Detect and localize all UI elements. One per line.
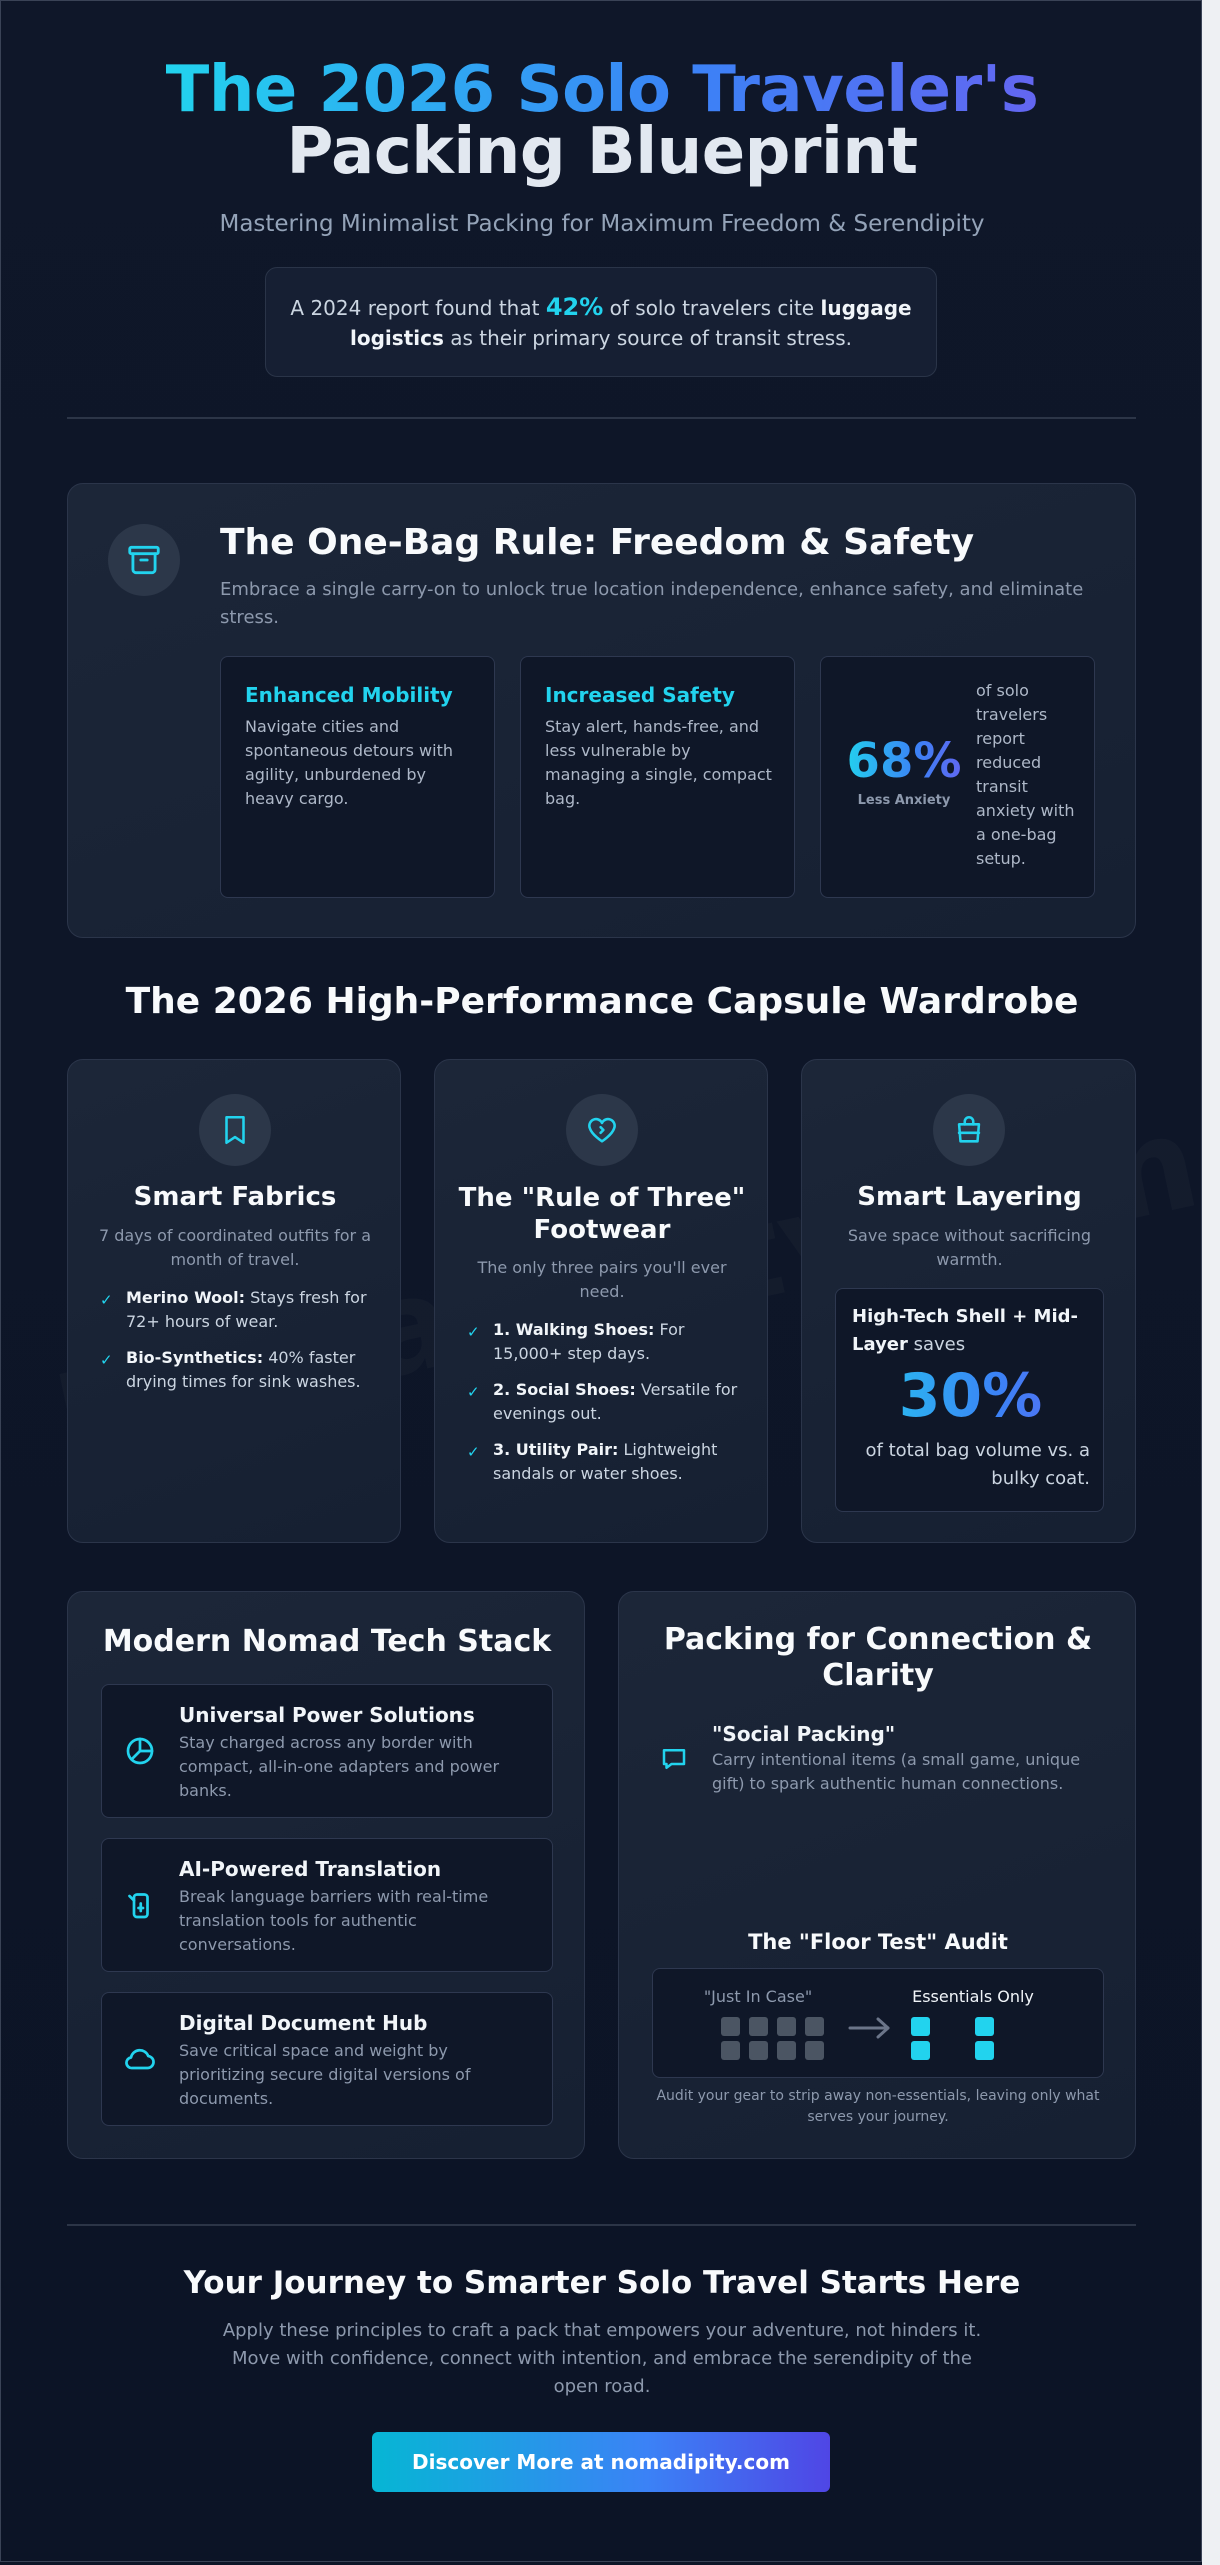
smart-layering-subtitle: Save space without sacrificing warmth. <box>847 1226 1092 1269</box>
floor-test-caption: Audit your gear to strip away non-essent… <box>656 2088 1100 2125</box>
intro-stat-middle: of solo travelers cite <box>609 296 815 320</box>
smart-layering-title: Smart Layering <box>857 1182 1082 1212</box>
social-packing-text: Carry intentional items (a small game, u… <box>712 1750 1081 1793</box>
floor-test-title: The "Floor Test" Audit <box>748 1930 1008 1954</box>
gear-item-square <box>777 2017 796 2036</box>
footwear-list: ✓ 1. Walking Shoes: For 15,000+ step days… <box>467 1318 747 1498</box>
chat-bubble-icon <box>659 1744 689 1774</box>
floor-test-diagram: "Just In Case" Essentials Only <box>652 1968 1104 2078</box>
smart-fabrics-card: Smart Fabrics 7 days of coordinated outf… <box>67 1059 401 1543</box>
gear-item-square <box>805 2041 824 2060</box>
layering-savings-box: High-Tech Shell + Mid-Layer saves 30% of… <box>835 1288 1104 1512</box>
archive-box-icon <box>108 524 180 596</box>
footwear-card: The "Rule of Three" Footwear The only th… <box>434 1059 768 1543</box>
gear-item-square <box>749 2017 768 2036</box>
tech-item-title: Digital Document Hub <box>179 2011 428 2035</box>
tech-item-title: Universal Power Solutions <box>179 1703 475 1727</box>
one-bag-section: The One-Bag Rule: Freedom & Safety Embra… <box>67 483 1136 938</box>
connection-title: Packing for Connection & Clarity <box>663 1622 1093 1693</box>
title-line-1: The 2026 Solo Traveler's <box>165 53 1039 127</box>
intro-stat-prefix: A 2024 report found that <box>290 296 540 320</box>
anxiety-stat-card: 68% Less Anxiety of solo travelers repor… <box>820 656 1095 898</box>
mobility-text: Navigate cities and spontaneous detours … <box>245 717 453 808</box>
bookmark-icon <box>199 1094 271 1166</box>
heart-icon <box>566 1094 638 1166</box>
layering-savings-percent: 30% <box>836 1361 1105 1431</box>
essential-item-square <box>911 2041 930 2060</box>
divider <box>67 2224 1136 2226</box>
essentials-items <box>911 2017 1031 2065</box>
tech-stack-section: Modern Nomad Tech Stack Universal Power … <box>67 1591 585 2159</box>
essential-item-square <box>975 2017 994 2036</box>
footer-text: Apply these principles to craft a pack t… <box>222 2320 982 2397</box>
safety-card: Increased Safety Stay alert, hands-free,… <box>520 656 795 898</box>
shopping-bag-icon <box>933 1094 1005 1166</box>
safety-title: Increased Safety <box>545 683 735 707</box>
smart-fabrics-title: Smart Fabrics <box>133 1182 337 1212</box>
essentials-only-label: Essentials Only <box>912 1987 1034 2006</box>
translate-icon <box>122 1887 158 1923</box>
wardrobe-heading: The 2026 High-Performance Capsule Wardro… <box>125 981 1079 1022</box>
mobility-card: Enhanced Mobility Navigate cities and sp… <box>220 656 495 898</box>
footer-title: Your Journey to Smarter Solo Travel Star… <box>183 2265 1021 2301</box>
intro-stat-percent: 42% <box>545 293 604 321</box>
gear-item-square <box>805 2017 824 2036</box>
layering-savings-caption: of total bag volume vs. a bulky coat. <box>865 1440 1090 1489</box>
tech-item-text: Stay charged across any border with comp… <box>179 1733 500 1800</box>
gear-item-square <box>749 2041 768 2060</box>
footwear-subtitle: The only three pairs you'll ever need. <box>477 1258 727 1301</box>
page-title: The 2026 Solo Traveler's Packing Bluepri… <box>1 58 1201 184</box>
tech-item-title: AI-Powered Translation <box>179 1857 442 1881</box>
hero-header: The 2026 Solo Traveler's Packing Bluepri… <box>1 58 1201 237</box>
tech-item-translation: AI-Powered Translation Break language ba… <box>101 1838 553 1972</box>
smart-layering-card: Smart Layering Save space without sacrif… <box>801 1059 1136 1543</box>
social-packing-title: "Social Packing" <box>712 1722 896 1746</box>
scrollbar-track[interactable] <box>1202 0 1220 2565</box>
tech-item-documents: Digital Document Hub Save critical space… <box>101 1992 553 2126</box>
intro-stat-bold: luggage logistics <box>350 296 912 350</box>
anxiety-stat-text: of solo travelers report reduced transit… <box>976 681 1075 868</box>
just-in-case-label: "Just In Case" <box>703 1987 813 2006</box>
tech-item-power: Universal Power Solutions Stay charged a… <box>101 1684 553 1818</box>
list-item: ✓ 1. Walking Shoes: For 15,000+ step days… <box>467 1320 685 1363</box>
smart-fabrics-subtitle: 7 days of coordinated outfits for a mont… <box>98 1226 372 1269</box>
list-item: ✓ 3. Utility Pair: Lightweight sandals or… <box>467 1440 718 1483</box>
smart-fabrics-list: ✓ Merino Wool: Stays fresh for 72+ hours … <box>100 1286 380 1406</box>
connection-section: Packing for Connection & Clarity "Social… <box>618 1591 1136 2159</box>
one-bag-description: Embrace a single carry-on to unlock true… <box>220 579 1084 628</box>
discover-more-button[interactable]: Discover More at nomadipity.com <box>372 2432 830 2492</box>
anxiety-stat-value: 68% <box>843 733 965 789</box>
title-line-2: Packing Blueprint <box>286 115 918 189</box>
gear-item-square <box>721 2017 740 2036</box>
page-subtitle: Mastering Minimalist Packing for Maximum… <box>219 211 985 237</box>
power-icon <box>122 1733 158 1769</box>
intro-stat-box: A 2024 report found that 42% of solo tra… <box>265 267 937 377</box>
tech-item-text: Save critical space and weight by priori… <box>179 2041 471 2108</box>
one-bag-title: The One-Bag Rule: Freedom & Safety <box>220 522 975 563</box>
gear-item-square <box>777 2041 796 2060</box>
list-item: ✓ Bio-Synthetics: 40% faster drying times… <box>100 1348 361 1391</box>
cloud-icon <box>122 2041 158 2077</box>
divider <box>67 417 1136 419</box>
footwear-title: The "Rule of Three" Footwear <box>458 1183 746 1245</box>
list-item: ✓ Merino Wool: Stays fresh for 72+ hours … <box>100 1288 367 1331</box>
intro-stat-suffix: as their primary source of transit stres… <box>450 326 852 350</box>
arrow-right-icon <box>848 2013 892 2043</box>
tech-item-text: Break language barriers with real-time t… <box>179 1887 489 1954</box>
tech-stack-title: Modern Nomad Tech Stack <box>102 1624 552 1659</box>
mobility-title: Enhanced Mobility <box>245 683 453 707</box>
list-item: ✓ 2. Social Shoes: Versatile for evenings… <box>467 1380 738 1423</box>
just-in-case-items <box>721 2017 831 2065</box>
safety-text: Stay alert, hands-free, and less vulnera… <box>545 717 772 808</box>
gear-item-square <box>721 2041 740 2060</box>
essential-item-square <box>975 2041 994 2060</box>
essential-item-square <box>911 2017 930 2036</box>
anxiety-stat-label: Less Anxiety <box>857 793 951 808</box>
layering-savings-text: High-Tech Shell + Mid-Layer saves <box>852 1306 1078 1355</box>
